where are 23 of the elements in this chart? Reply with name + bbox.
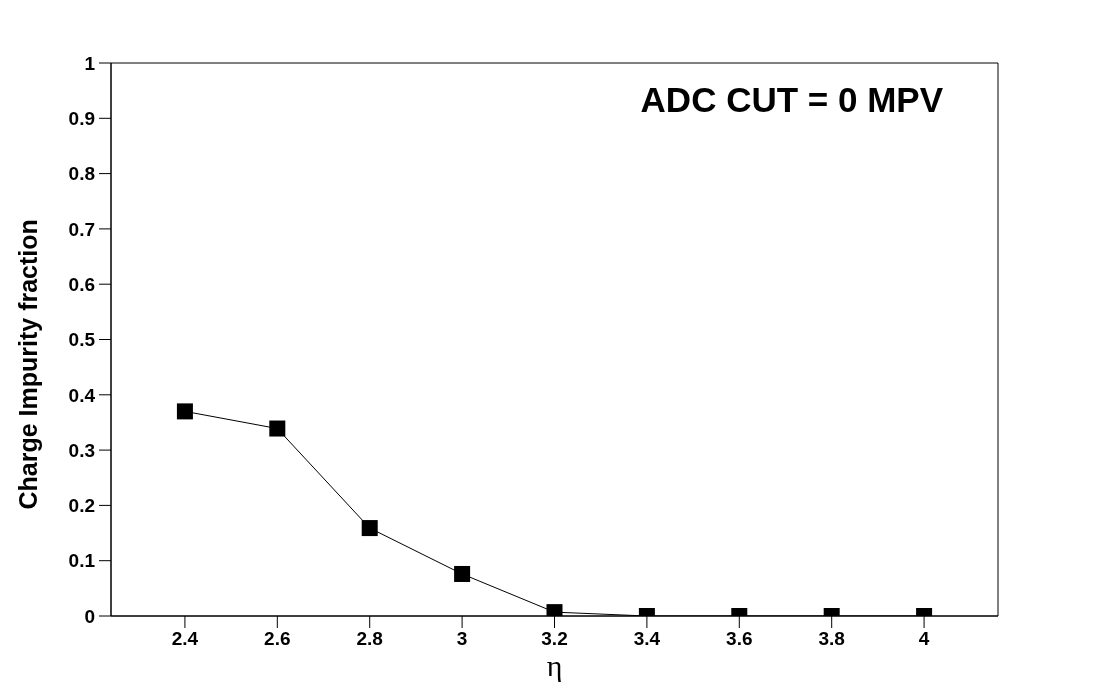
y-tick-label: 0.4 [68,384,96,406]
y-tick-label: 0.5 [68,329,96,351]
y-tick-label: 0.7 [68,218,95,240]
y-tick-label: 0.6 [68,273,95,295]
x-tick-label: 3 [456,628,468,650]
y-tick-label: 0.8 [68,163,95,185]
y-tick-label: 0.9 [68,108,95,130]
x-tick-label: 3.8 [818,628,845,650]
x-tick-label: 3.2 [541,628,568,650]
x-tick-label: 4 [918,628,930,650]
x-tick-label: 3.4 [633,628,661,650]
y-tick-label: 1 [84,52,96,74]
y-tick-label: 0.1 [68,550,96,572]
x-tick-label: 3.6 [726,628,753,650]
x-tick-label: 2.4 [171,628,199,650]
x-tick-label: 2.6 [264,628,291,650]
y-tick-label: 0.3 [68,439,95,461]
y-tick-label: 0.2 [68,495,95,517]
x-tick-label: 2.8 [356,628,383,650]
y-axis-title: Charge Impurity fraction [13,219,42,510]
annotation: ADC CUT = 0 MPV [640,80,943,120]
y-tick-label: 0 [84,605,95,627]
x-axis-title: η [546,649,563,682]
